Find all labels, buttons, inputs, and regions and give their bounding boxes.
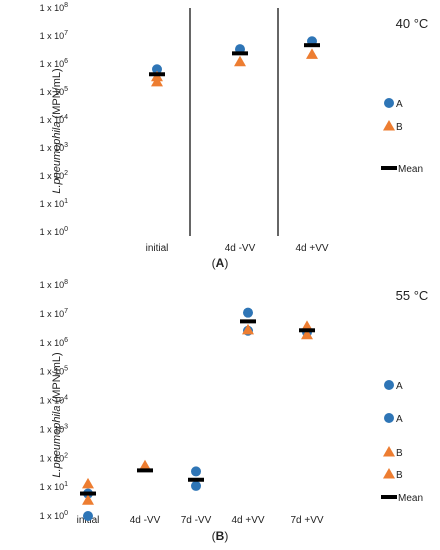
series-b-point — [301, 328, 313, 340]
legend-label: B — [396, 448, 403, 459]
series-b-point — [234, 55, 246, 67]
legend-label: B — [396, 470, 403, 481]
legend-marker — [381, 495, 397, 499]
series-a-point — [191, 480, 201, 491]
legend-label: A — [396, 99, 403, 110]
series-b-point — [82, 494, 94, 505]
series-a-point — [191, 466, 201, 477]
legend-label: Mean — [398, 493, 423, 504]
mean-marker — [299, 328, 315, 333]
series-a-point — [243, 307, 253, 318]
y-tick-label: 1 x 100 — [40, 226, 69, 237]
y-tick-label: 1 x 107 — [40, 30, 69, 41]
y-tick-label: 1 x 102 — [40, 170, 69, 181]
y-tick-label: 1 x 105 — [40, 366, 69, 377]
legend-marker — [384, 98, 394, 108]
series-a-point — [152, 64, 162, 75]
chart-panel-a: 1 x 100 1 x 101 1 x 102 1 x 103 1 x 104 1 x 1… — [40, 2, 429, 270]
chart-panel-b: 1 x 100 1 x 101 1 x 102 1 x 103 1 x 104 1 x 1… — [40, 279, 429, 543]
y-tick-label: 1 x 100 — [40, 510, 69, 521]
legend-label: B — [396, 122, 403, 133]
mean-marker — [80, 491, 96, 496]
legend-marker — [383, 120, 395, 131]
mean-marker — [149, 72, 165, 77]
category-label: 4d +VV — [295, 243, 328, 254]
legend-label: A — [396, 381, 403, 392]
y-tick-label: 1 x 104 — [40, 114, 69, 125]
y-tick-label: 1 x 108 — [40, 2, 69, 13]
series-a-point — [83, 511, 93, 521]
series-b-point — [242, 323, 254, 335]
series-b-point — [306, 48, 318, 59]
mean-marker — [137, 468, 153, 473]
y-tick-label: 1 x 106 — [40, 337, 69, 348]
series-b-point — [301, 320, 313, 331]
temperature-label: 40 °C — [396, 16, 429, 31]
panel-label: (A) — [212, 256, 229, 270]
legend-marker — [383, 446, 395, 457]
legend-marker — [384, 380, 394, 390]
series-b-point — [151, 75, 163, 87]
legend-label: A — [396, 414, 403, 425]
y-tick-label: 1 x 101 — [40, 481, 69, 492]
category-label: 4d -VV — [130, 515, 161, 526]
category-label: initial — [146, 243, 169, 254]
mean-marker — [240, 319, 256, 324]
y-tick-label: 1 x 103 — [40, 142, 69, 153]
category-label: 7d -VV — [181, 515, 212, 526]
category-label: 4d -VV — [225, 243, 256, 254]
legend-marker — [384, 413, 394, 423]
y-tick-label: 1 x 108 — [40, 279, 69, 290]
y-tick-label: 1 x 104 — [40, 395, 69, 406]
panel-label: (B) — [212, 529, 229, 543]
y-tick-label: 1 x 101 — [40, 198, 69, 209]
y-tick-label: 1 x 105 — [40, 86, 69, 97]
y-axis-label: L.pneumophila (MPN/mL) — [51, 352, 63, 477]
y-tick-label: 1 x 107 — [40, 308, 69, 319]
mean-marker — [304, 43, 320, 48]
mean-marker — [188, 477, 204, 482]
series-b-point — [139, 459, 151, 471]
y-axis-label: L.pneumophila (MPN/mL) — [51, 68, 63, 193]
legend-marker — [381, 166, 397, 170]
legend-marker — [383, 468, 395, 479]
y-tick-label: 1 x 103 — [40, 423, 69, 434]
category-label: 7d +VV — [290, 515, 323, 526]
y-tick-label: 1 x 106 — [40, 58, 69, 69]
y-tick-label: 1 x 102 — [40, 452, 69, 463]
mean-marker — [232, 51, 248, 56]
temperature-label: 55 °C — [396, 288, 429, 303]
legend-label: Mean — [398, 164, 423, 175]
series-b-point — [82, 477, 94, 489]
category-label: 4d +VV — [231, 515, 264, 526]
